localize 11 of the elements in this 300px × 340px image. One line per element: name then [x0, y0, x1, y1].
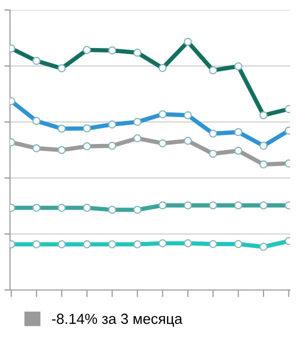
point: [259, 160, 268, 168]
point: [209, 150, 218, 158]
point: [82, 142, 91, 150]
point: [158, 139, 167, 148]
point: [32, 144, 41, 152]
point: [234, 146, 242, 155]
point: [58, 146, 66, 154]
legend-label: -8.14% за 3 месяца: [52, 314, 182, 327]
point: [133, 134, 142, 142]
point: [184, 136, 192, 145]
point: [108, 142, 116, 150]
